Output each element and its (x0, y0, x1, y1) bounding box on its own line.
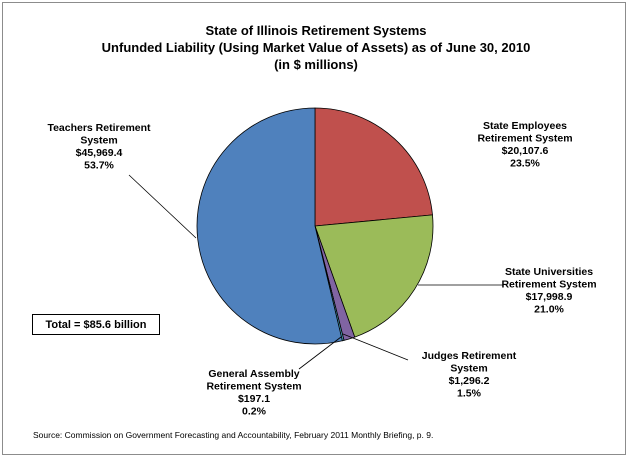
slice-label-2: State Universities Retirement System $17,9… (501, 266, 596, 316)
slice-labels: State Employees Retirement System $20,107.… (47, 120, 596, 418)
slice-label-3: Judges Retirement System $1,296.2 1.5% (422, 350, 517, 400)
slice-label-line: 23.5% (510, 158, 540, 170)
chart-title: State of Illinois Retirement Systems Unf… (102, 23, 531, 72)
slice-label-line: Teachers Retirement (47, 122, 151, 134)
pie-chart: State of Illinois Retirement Systems Unf… (47, 23, 596, 418)
slice-label-line: $1,296.2 (449, 375, 490, 387)
chart-title-line-2: Unfunded Liability (Using Market Value o… (102, 40, 531, 55)
slice-label-line: $20,107.6 (502, 145, 549, 157)
leader-lines (128, 174, 503, 370)
source-note: Source: Commission on Government Forecas… (33, 430, 434, 440)
slice-label-4: General Assembly Retirement System $197.1 0… (206, 368, 301, 418)
chart-title-line-1: State of Illinois Retirement Systems (205, 23, 426, 38)
slice-label-line: 21.0% (534, 304, 564, 316)
slice-label-line: General Assembly (208, 368, 299, 380)
slice-label-5: Teachers Retirement System $45,969.4 53.7% (47, 122, 151, 172)
slice-label-line: System (450, 363, 487, 375)
leader-line-3 (342, 333, 409, 361)
leader-line-5 (128, 174, 197, 239)
slice-label-line: 0.2% (242, 406, 267, 418)
pie-slice-2 (314, 214, 434, 338)
slice-label-line: $45,969.4 (76, 147, 123, 159)
slice-label-line: Retirement System (501, 279, 596, 291)
slice-label-line: 53.7% (84, 160, 114, 172)
slice-label-1: State Employees Retirement System $20,107.… (477, 120, 572, 170)
pie-slices (196, 107, 434, 345)
slice-label-line: Retirement System (206, 381, 301, 393)
slice-label-line: State Universities (505, 266, 593, 278)
total-label: Total = $85.6 billion (45, 318, 147, 331)
chart-title-line-3: (in $ millions) (274, 57, 358, 72)
chart-area: State of Illinois Retirement Systems Unf… (2, 2, 626, 455)
pie-slice-5 (196, 107, 343, 345)
slice-label-line: 1.5% (457, 388, 482, 400)
slice-label-line: System (80, 135, 117, 147)
slice-label-line: $197.1 (238, 393, 270, 405)
slice-label-line: State Employees (483, 120, 567, 132)
leader-line-4 (298, 336, 342, 370)
total-box: Total = $85.6 billion (32, 314, 160, 335)
slice-label-line: Retirement System (477, 133, 572, 145)
slice-label-line: Judges Retirement (422, 350, 517, 362)
slice-label-line: $17,998.9 (526, 291, 573, 303)
pie-slice-1 (314, 107, 433, 227)
